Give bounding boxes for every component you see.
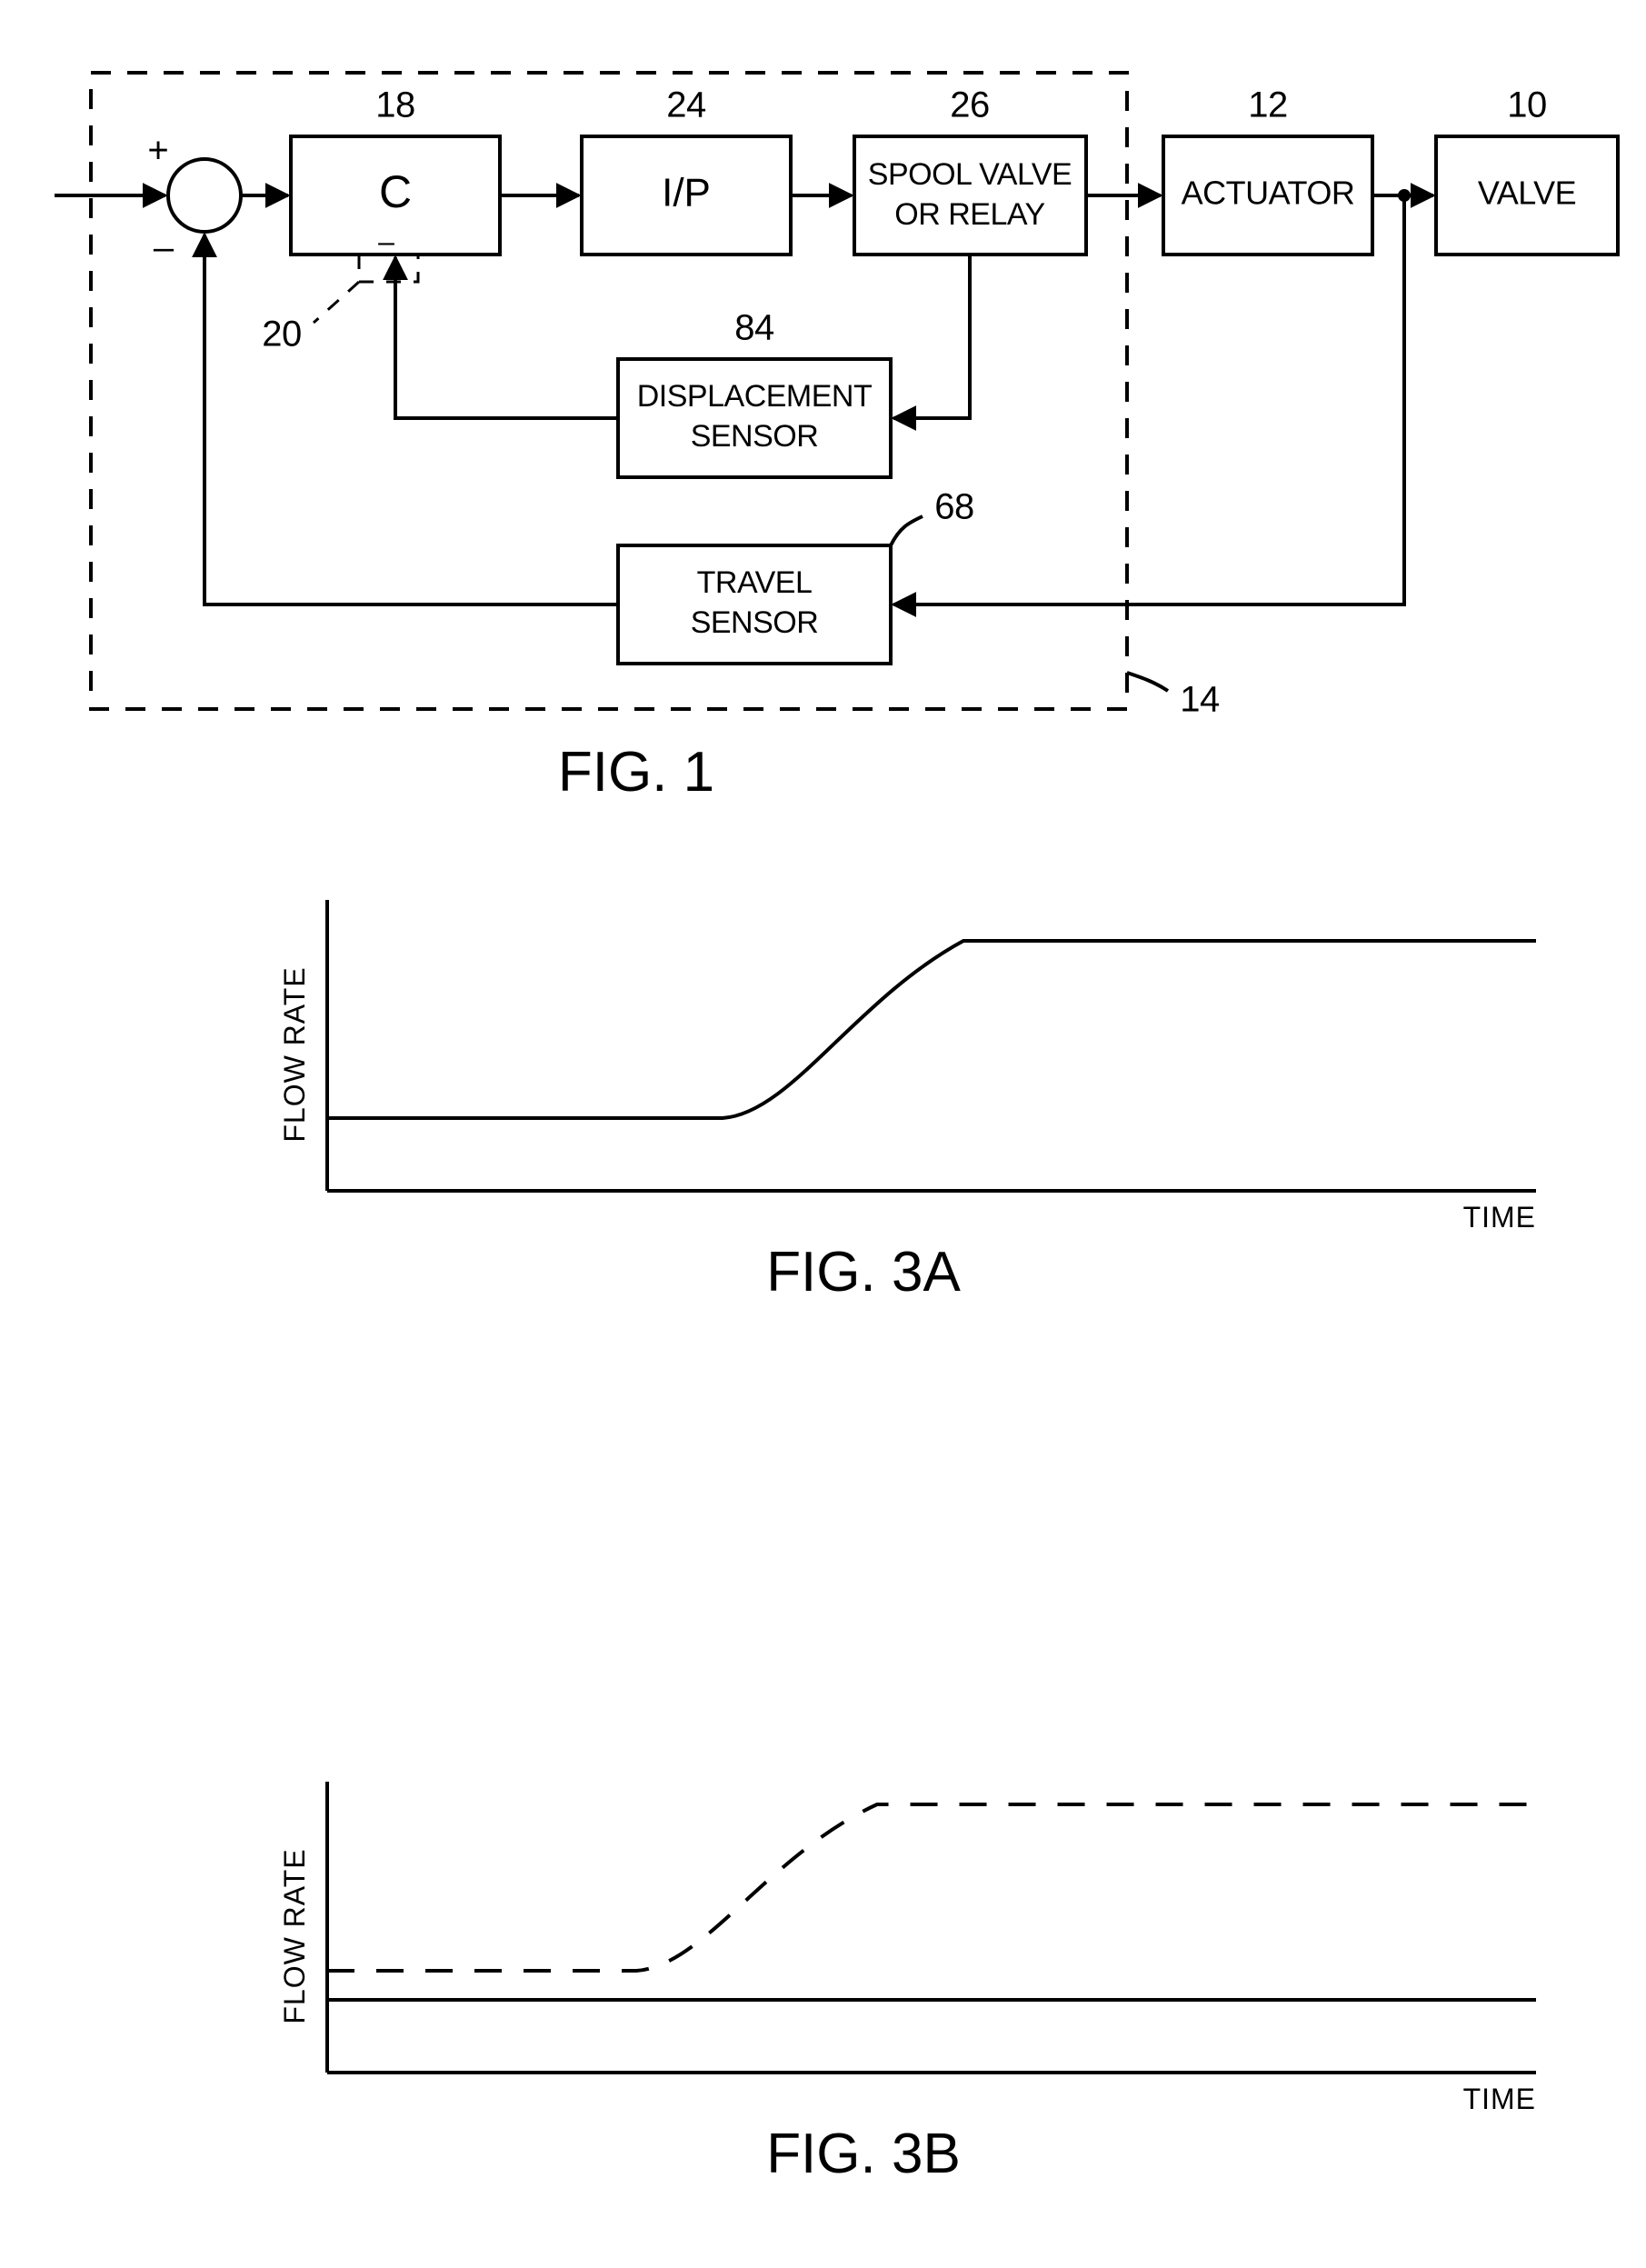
travel-label2: SENSOR bbox=[691, 605, 819, 640]
fig3b-title: FIG. 3B bbox=[766, 2123, 961, 2185]
tap-node bbox=[1398, 189, 1411, 202]
ref20-label: 20 bbox=[262, 315, 302, 355]
fig3b-chart: FLOW RATE TIME FIG. 3B bbox=[278, 1782, 1536, 2185]
displacement-ref: 84 bbox=[734, 308, 774, 348]
fig3a-curve bbox=[327, 941, 1536, 1118]
spool-block bbox=[854, 136, 1086, 255]
ref14-label: 14 bbox=[1180, 680, 1220, 720]
fig1-diagram: + – C 18 – 20 I/P 24 SPOOL VALVE OR RELA… bbox=[55, 73, 1618, 804]
controller-label: C bbox=[379, 166, 412, 217]
inner-loop-minus: – bbox=[378, 225, 394, 257]
ip-label: I/P bbox=[662, 171, 711, 215]
valve-label: VALVE bbox=[1478, 175, 1576, 212]
ip-ref: 24 bbox=[666, 85, 706, 125]
summing-junction bbox=[168, 159, 241, 232]
minus-sign: – bbox=[154, 228, 175, 268]
fig3a-title: FIG. 3A bbox=[766, 1241, 961, 1304]
displacement-label1: DISPLACEMENT bbox=[637, 379, 873, 414]
fig3b-y-label: FLOW RATE bbox=[278, 1848, 311, 2023]
fig3b-dashed-curve bbox=[327, 1804, 1536, 1971]
ref68-leader bbox=[891, 516, 923, 545]
actuator-ref: 12 bbox=[1248, 85, 1288, 125]
actuator-label: ACTUATOR bbox=[1182, 175, 1355, 212]
ref20-leader bbox=[314, 282, 359, 323]
spool-label2: OR RELAY bbox=[894, 197, 1044, 232]
fig3b-x-label: TIME bbox=[1463, 2083, 1536, 2115]
travel-label1: TRAVEL bbox=[697, 565, 813, 600]
controller-ref: 18 bbox=[375, 85, 415, 125]
fig1-title: FIG. 1 bbox=[558, 741, 714, 804]
fig3a-x-label: TIME bbox=[1463, 1201, 1536, 1234]
inner-loop-marker bbox=[359, 255, 418, 282]
fig3a-chart: FLOW RATE TIME FIG. 3A bbox=[278, 900, 1536, 1304]
spool-label1: SPOOL VALVE bbox=[868, 157, 1072, 192]
ref14-leader bbox=[1127, 673, 1168, 691]
travel-ref: 68 bbox=[934, 487, 974, 527]
fig3a-y-label: FLOW RATE bbox=[278, 966, 311, 1142]
spool-ref: 26 bbox=[950, 85, 990, 125]
conn-spool-displacement bbox=[893, 255, 970, 418]
valve-ref: 10 bbox=[1507, 85, 1547, 125]
displacement-label2: SENSOR bbox=[691, 419, 819, 454]
conn-displacement-c bbox=[395, 257, 618, 418]
plus-sign: + bbox=[147, 131, 168, 171]
